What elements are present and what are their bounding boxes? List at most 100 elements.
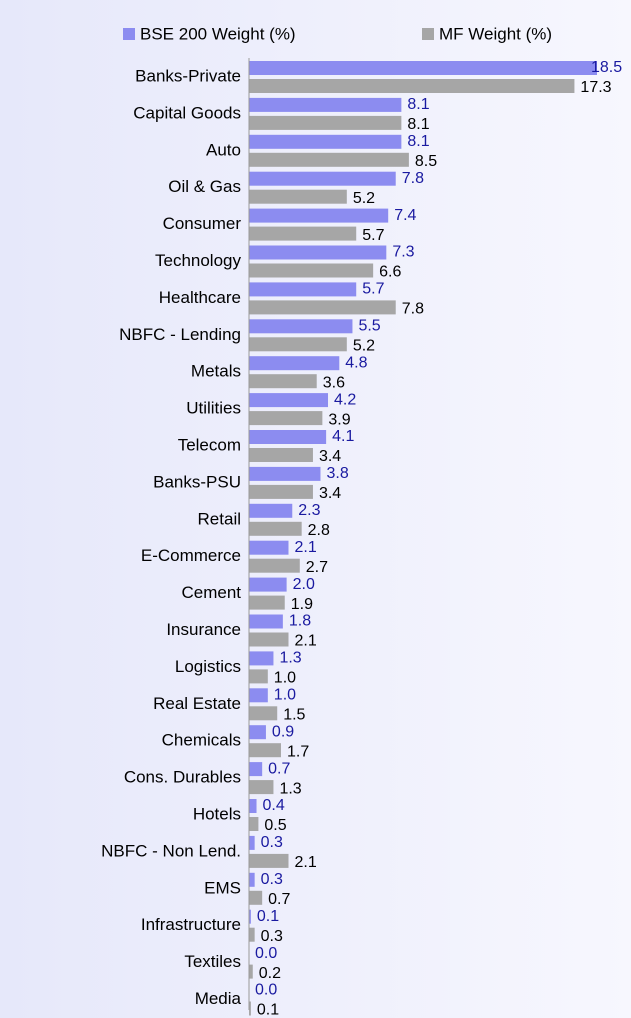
value-label: 3.6 <box>323 374 345 391</box>
bar <box>249 706 278 721</box>
bar <box>249 558 300 573</box>
category-label: NBFC - Non Lend. <box>101 841 241 860</box>
value-label: 1.8 <box>289 613 311 630</box>
value-label: 8.1 <box>407 133 429 150</box>
bar <box>249 208 389 223</box>
category-label: Utilities <box>186 399 241 418</box>
value-label: 17.3 <box>580 79 611 96</box>
bar <box>249 725 266 740</box>
bar <box>249 780 274 795</box>
value-label: 7.3 <box>392 244 414 261</box>
value-label: 18.5 <box>591 59 622 76</box>
value-label: 0.1 <box>257 1002 279 1018</box>
value-label: 1.3 <box>279 650 301 667</box>
category-label: Media <box>195 989 242 1008</box>
category-label: Oil & Gas <box>168 177 241 196</box>
category-label: Retail <box>198 509 241 528</box>
bar <box>249 964 253 979</box>
bar <box>249 853 289 868</box>
bar <box>249 300 396 315</box>
value-label: 1.3 <box>279 780 301 797</box>
value-label: 3.4 <box>319 485 341 502</box>
category-label: EMS <box>204 878 241 897</box>
bar <box>249 79 575 93</box>
category-label: Hotels <box>193 804 241 823</box>
value-label: 1.9 <box>291 596 313 613</box>
value-label: 3.4 <box>319 448 341 465</box>
bar <box>249 356 340 371</box>
bar <box>249 799 257 813</box>
bar <box>249 466 321 481</box>
category-label: Textiles <box>184 952 241 971</box>
value-label: 5.2 <box>353 190 375 207</box>
value-label: 7.4 <box>394 207 416 224</box>
bar <box>249 817 259 831</box>
value-label: 1.0 <box>274 687 296 704</box>
category-label: Infrastructure <box>141 915 241 934</box>
bar <box>249 651 274 666</box>
bar <box>249 97 402 112</box>
value-label: 0.1 <box>257 908 279 925</box>
value-label: 0.7 <box>268 760 290 777</box>
value-label: 2.1 <box>295 854 317 871</box>
value-label: 8.5 <box>415 153 437 170</box>
value-label: 0.3 <box>261 834 283 851</box>
value-label: 4.2 <box>334 391 356 408</box>
bar <box>249 927 255 942</box>
value-label: 5.2 <box>353 338 375 355</box>
bar <box>249 835 255 850</box>
value-label: 0.0 <box>255 945 277 962</box>
category-label: Chemicals <box>162 731 241 750</box>
bar <box>249 688 268 703</box>
value-label: 4.8 <box>345 354 367 371</box>
value-label: 6.6 <box>379 264 401 281</box>
category-label: Auto <box>206 140 241 159</box>
bar <box>249 171 396 186</box>
category-label: Technology <box>155 251 242 270</box>
category-label: Telecom <box>178 435 241 454</box>
bar <box>249 577 287 592</box>
bar <box>249 503 293 518</box>
bar <box>249 411 323 426</box>
bar <box>249 484 313 499</box>
bar <box>249 337 347 352</box>
bar <box>249 430 327 444</box>
category-label: Capital Goods <box>133 103 241 122</box>
value-label: 0.4 <box>263 797 285 814</box>
value-label: 3.9 <box>328 411 350 428</box>
value-label: 2.1 <box>295 633 317 650</box>
bar <box>249 890 263 905</box>
value-label: 5.7 <box>362 281 384 298</box>
value-label: 4.1 <box>332 428 354 445</box>
bar <box>249 669 268 684</box>
category-label: Cement <box>181 583 241 602</box>
value-label: 0.7 <box>268 891 290 908</box>
category-label: E-Commerce <box>141 546 241 565</box>
value-label: 0.3 <box>261 928 283 945</box>
value-label: 1.0 <box>274 670 296 687</box>
bar <box>249 521 302 536</box>
category-label: Real Estate <box>153 694 241 713</box>
bar <box>249 61 597 75</box>
category-label: Insurance <box>166 620 241 639</box>
value-label: 0.0 <box>255 982 277 999</box>
value-label: 0.5 <box>264 817 286 834</box>
category-label: Logistics <box>175 657 241 676</box>
bar <box>249 614 283 629</box>
value-label: 3.8 <box>326 465 348 482</box>
bar <box>249 743 281 758</box>
bar <box>249 134 402 149</box>
legend-label: BSE 200 Weight (%) <box>140 24 296 43</box>
bar <box>249 319 353 334</box>
bar <box>249 115 402 130</box>
value-label: 2.0 <box>293 576 315 593</box>
value-label: 8.1 <box>407 96 429 113</box>
value-label: 7.8 <box>402 301 424 318</box>
value-label: 8.1 <box>407 116 429 133</box>
category-label: Consumer <box>163 214 242 233</box>
bar <box>249 152 409 167</box>
category-label: Cons. Durables <box>124 768 241 787</box>
bar <box>249 872 255 887</box>
bar <box>249 448 313 462</box>
